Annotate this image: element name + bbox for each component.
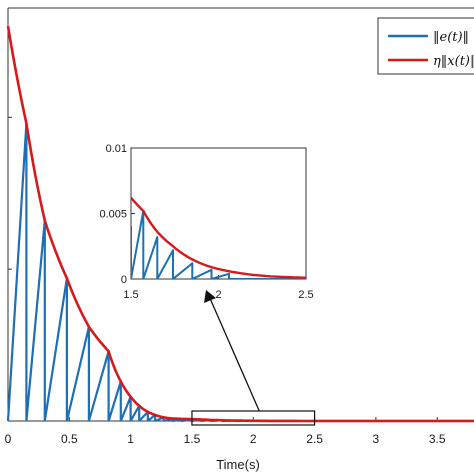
x-tick-label-7: 3.5 — [429, 432, 446, 446]
zoom-arrow-line — [208, 295, 260, 412]
zoom-region-box — [191, 410, 316, 426]
inset-series-group — [131, 196, 306, 279]
inset-y-tick-label-1: 0.005 — [99, 209, 127, 221]
x-tick-label-1: 0.5 — [61, 432, 78, 446]
legend-box — [377, 17, 474, 75]
inset-series-threshold-line — [131, 196, 306, 279]
inset-x-tick-label-1: 2 — [215, 289, 221, 301]
x-tick-label-6: 3 — [373, 432, 380, 446]
x-axis-label: Time(s) — [216, 457, 260, 472]
x-tick-label-5: 2.5 — [306, 432, 323, 446]
main-plot: 0 0.5 1 1.5 2 2.5 3 3.5 — [5, 7, 474, 446]
legend-label-error: ‖e(t)‖ — [433, 30, 469, 45]
x-tick-label-0: 0 — [5, 432, 12, 446]
zoom-arrow-head — [204, 290, 216, 303]
x-tick-label-3: 1.5 — [184, 432, 201, 446]
legend: ‖e(t)‖ η‖x(t)‖ — [377, 17, 474, 75]
inset-x-tick-label-2: 2.5 — [298, 289, 313, 301]
inset-x-tick-label-0: 1.5 — [123, 289, 138, 301]
inset-y-tick-label-2: 0.01 — [106, 143, 127, 155]
series-threshold-line — [6, 25, 474, 423]
legend-label-threshold: η‖x(t)‖ — [433, 54, 474, 69]
inset-y-tick-label-0: 0 — [121, 274, 127, 286]
x-tick-label-2: 1 — [127, 432, 134, 446]
zoom-indicator — [191, 290, 316, 426]
x-tick-label-4: 2 — [250, 432, 257, 446]
inset-frame — [130, 147, 307, 280]
inset-plot: 0 0.005 0.01 1.5 2 2.5 — [99, 143, 313, 301]
